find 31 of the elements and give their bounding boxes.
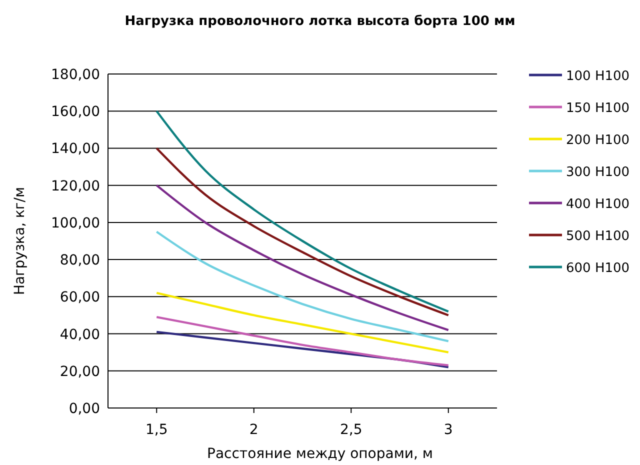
- line-series: [156, 330, 450, 368]
- line-series: [156, 147, 450, 316]
- legend-label: 400 H100: [566, 197, 630, 212]
- x-axis-title: Расстояние между опорами, м: [207, 446, 433, 462]
- x-tick-label: 2,5: [340, 422, 362, 438]
- y-axis-title: Нагрузка, кг/м: [12, 186, 28, 296]
- y-tick-label: 140,00: [51, 141, 100, 158]
- legend-label: 300 H100: [566, 165, 630, 180]
- line-series: [156, 230, 450, 342]
- line-series: [156, 184, 450, 332]
- y-tick-label: 0,00: [68, 401, 100, 417]
- legend-label: 600 H100: [566, 261, 630, 276]
- y-tick-label: 40,00: [60, 326, 100, 343]
- y-tick-label: 100,00: [51, 215, 100, 232]
- legend-label: 150 H100: [566, 101, 630, 116]
- x-tick-label: 2: [249, 422, 258, 438]
- legend-label: 200 H100: [566, 133, 630, 148]
- line-series: [156, 316, 450, 366]
- legend-label: 100 H100: [566, 69, 630, 84]
- x-tick-label: 1,5: [145, 422, 168, 438]
- chart-title: Нагрузка проволочного лотка высота борта 100 мм: [124, 14, 516, 29]
- line-series: [156, 292, 450, 354]
- legend-label: 500 H100: [566, 229, 630, 244]
- line-series: [156, 110, 450, 313]
- y-tick-label: 80,00: [60, 252, 100, 269]
- y-tick-label: 20,00: [60, 364, 100, 380]
- y-tick-label: 120,00: [51, 178, 100, 194]
- y-tick-label: 180,00: [51, 67, 100, 83]
- y-tick-label: 60,00: [60, 290, 100, 306]
- x-tick-label: 3: [444, 422, 453, 438]
- y-tick-label: 160,00: [51, 104, 100, 120]
